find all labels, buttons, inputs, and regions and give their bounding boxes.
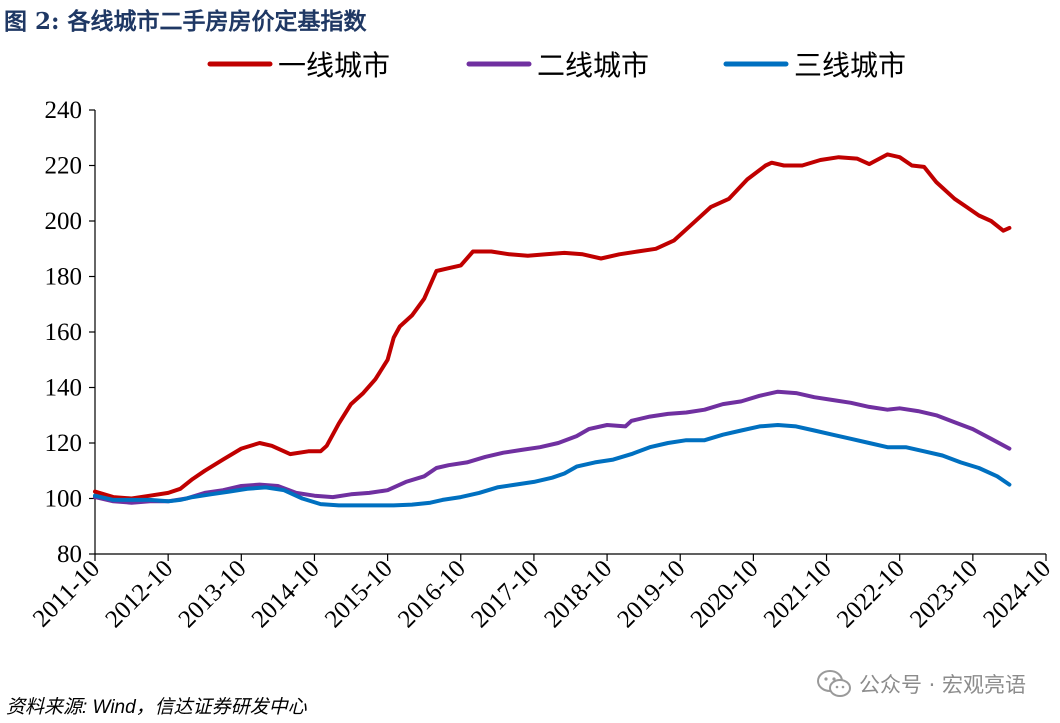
x-tick-label: 2012-10	[100, 555, 178, 633]
x-tick-label: 2020-10	[686, 555, 764, 633]
y-tick-label: 220	[45, 153, 83, 180]
chart-series	[93, 152, 1012, 508]
x-tick-label: 2023-10	[905, 555, 983, 633]
legend-label-3: 三线城市	[794, 49, 906, 82]
y-tick-label: 160	[45, 319, 83, 346]
x-tick-label: 2021-10	[759, 555, 837, 633]
series-line-1	[93, 152, 1012, 501]
source-note: 资料来源: Wind，信达证券研发中心	[6, 697, 307, 718]
watermark: 公众号 · 宏观亮语	[816, 669, 1026, 699]
y-tick-label: 240	[45, 97, 83, 124]
watermark-text: 公众号 · 宏观亮语	[858, 673, 1026, 697]
chart-legend: 一线城市 二线城市 三线城市	[207, 49, 906, 82]
wechat-icon	[816, 670, 851, 697]
x-tick-label: 2019-10	[612, 555, 690, 633]
x-tick-label: 2016-10	[393, 555, 471, 633]
y-tick-label: 100	[45, 486, 83, 513]
legend-label-1: 一线城市	[278, 49, 390, 82]
y-tick-label: 120	[45, 430, 83, 457]
x-tick-label: 2017-10	[466, 555, 544, 633]
y-tick-label: 80	[57, 541, 82, 568]
legend-label-2: 二线城市	[537, 49, 649, 82]
x-tick-label: 2014-10	[247, 555, 325, 633]
x-tick-label: 2018-10	[539, 555, 617, 633]
series-line-3	[93, 423, 1012, 508]
x-tick-label: 2013-10	[174, 555, 252, 633]
chart-title: 图 2: 各线城市二手房房价定基指数	[4, 8, 367, 35]
x-tick-label: 2022-10	[832, 555, 910, 633]
y-tick-label: 180	[45, 264, 83, 291]
x-tick-label: 2015-10	[320, 555, 398, 633]
chart-axes: 801001201401601802002202402011-102012-10…	[28, 97, 1056, 633]
y-tick-label: 140	[45, 375, 83, 402]
series-line-2	[93, 389, 1012, 505]
x-tick-label: 2024-10	[978, 555, 1056, 633]
y-tick-label: 200	[45, 208, 83, 235]
